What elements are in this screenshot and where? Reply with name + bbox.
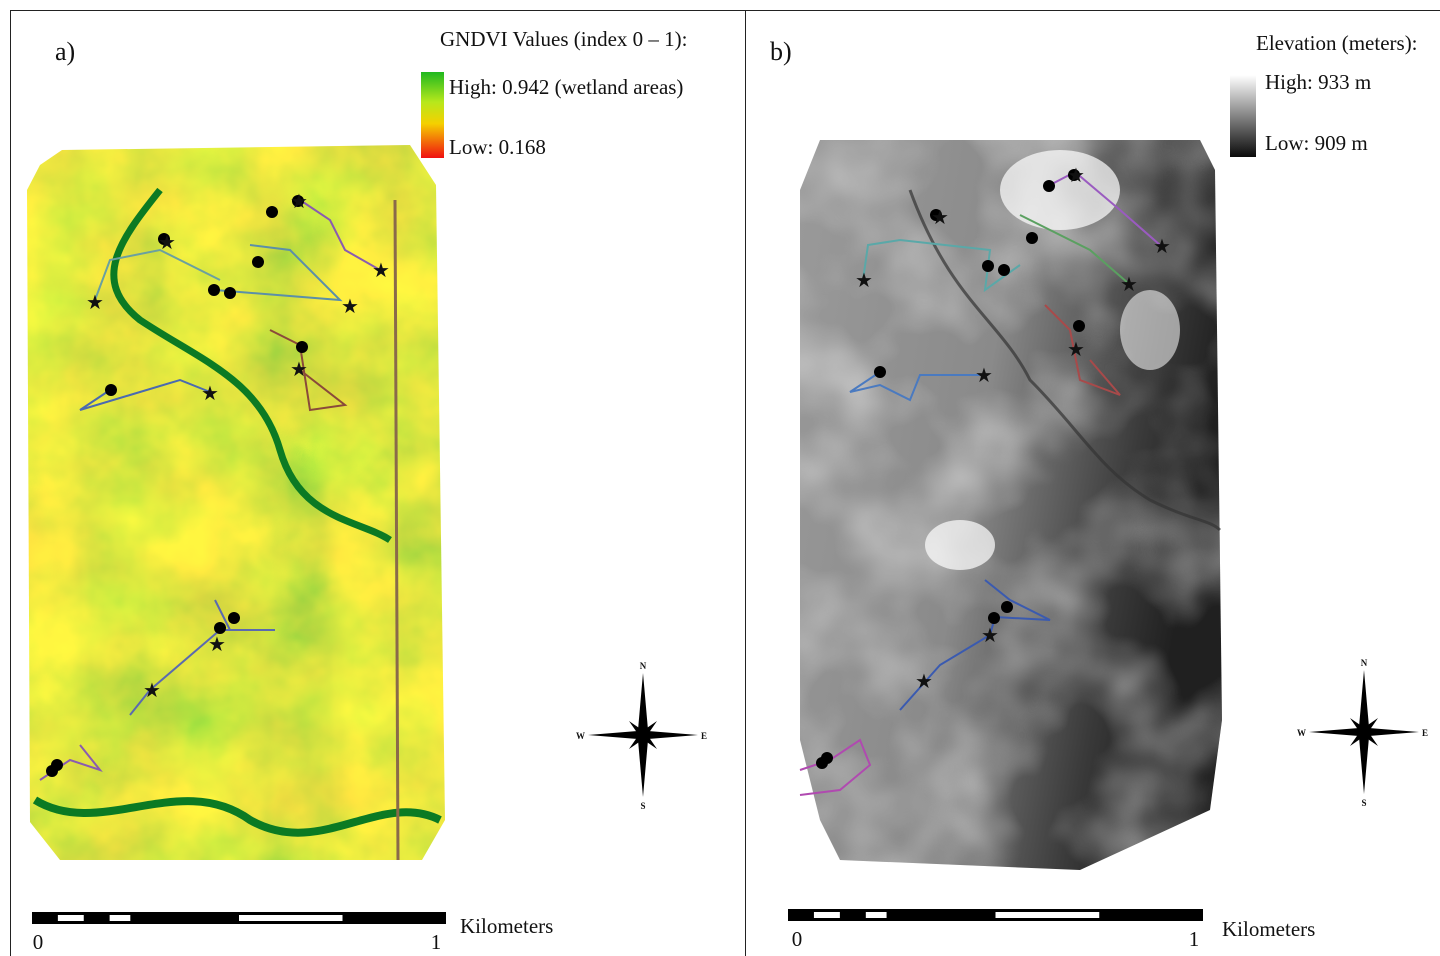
scale-segment [239, 915, 343, 921]
compass-star [643, 731, 698, 739]
svg-text:★: ★ [1120, 274, 1138, 296]
compass-star [638, 673, 648, 735]
legend-title: GNDVI Values (index 0 – 1): [440, 27, 688, 51]
scale-start: 0 [33, 930, 44, 954]
gndvi-map: ★ ★ ★ ★ ★ ★ ★ ★ ★ [27, 145, 445, 860]
legend-high: High: 0.942 (wetland areas) [449, 75, 683, 99]
legend-low: Low: 909 m [1265, 131, 1368, 155]
compass-star [1359, 732, 1369, 794]
elevation-legend-bar [1230, 75, 1256, 157]
svg-text:★: ★ [201, 383, 219, 405]
gndvi-legend-bar [421, 72, 444, 158]
svg-text:★: ★ [1153, 236, 1171, 258]
compass-star [1359, 670, 1369, 732]
svg-text:★: ★ [86, 292, 104, 314]
compass-s: S [1361, 798, 1366, 808]
compass-star [1309, 728, 1364, 736]
north-arrow: N S W E [576, 661, 707, 811]
svg-text:★: ★ [1067, 165, 1085, 187]
north-arrow: N S W E [1297, 658, 1428, 808]
compass-n: N [640, 661, 647, 671]
compass-n: N [1361, 658, 1368, 668]
scale-segment [110, 915, 131, 921]
svg-text:★: ★ [290, 359, 308, 381]
svg-text:★: ★ [341, 296, 359, 318]
scale-segment [814, 912, 840, 918]
legend-high: High: 933 m [1265, 70, 1371, 94]
scale-start: 0 [792, 927, 803, 951]
scale-bar [788, 909, 1203, 921]
svg-text:★: ★ [1067, 339, 1085, 361]
compass-w: W [576, 731, 585, 741]
svg-text:★: ★ [975, 365, 993, 387]
scale-end: 1 [1189, 927, 1200, 951]
elevation-map: ★ ★ ★ ★ ★ ★ ★ ★ ★ [800, 140, 1222, 870]
svg-text:★: ★ [143, 680, 161, 702]
svg-text:★: ★ [981, 625, 999, 647]
svg-text:★: ★ [931, 207, 949, 229]
scale-segment [996, 912, 1100, 918]
svg-text:★: ★ [855, 270, 873, 292]
legend-title: Elevation (meters): [1256, 31, 1418, 55]
compass-w: W [1297, 728, 1306, 738]
compass-e: E [1422, 728, 1428, 738]
compass-e: E [701, 731, 707, 741]
scale-unit: Kilometers [460, 914, 553, 938]
compass-s: S [640, 801, 645, 811]
svg-text:★: ★ [915, 671, 933, 693]
scale-unit: Kilometers [1222, 917, 1315, 941]
svg-text:★: ★ [208, 634, 226, 656]
figure: ★ ★ ★ ★ ★ ★ ★ ★ ★ ★ ★ ★ ★ ★ ★ ★ ★ ★ a) [0, 0, 1440, 956]
panel-label: b) [770, 37, 792, 66]
scale-segment [58, 915, 84, 921]
legend-low: Low: 0.168 [449, 135, 546, 159]
scale-bar [32, 912, 446, 924]
scale-segment [866, 912, 887, 918]
panel-label: a) [55, 37, 75, 66]
svg-text:★: ★ [372, 260, 390, 282]
compass-star [638, 735, 648, 797]
compass-star [1364, 728, 1419, 736]
compass-star [588, 731, 643, 739]
svg-text:★: ★ [158, 232, 176, 254]
svg-text:★: ★ [290, 191, 308, 213]
scale-end: 1 [431, 930, 442, 954]
